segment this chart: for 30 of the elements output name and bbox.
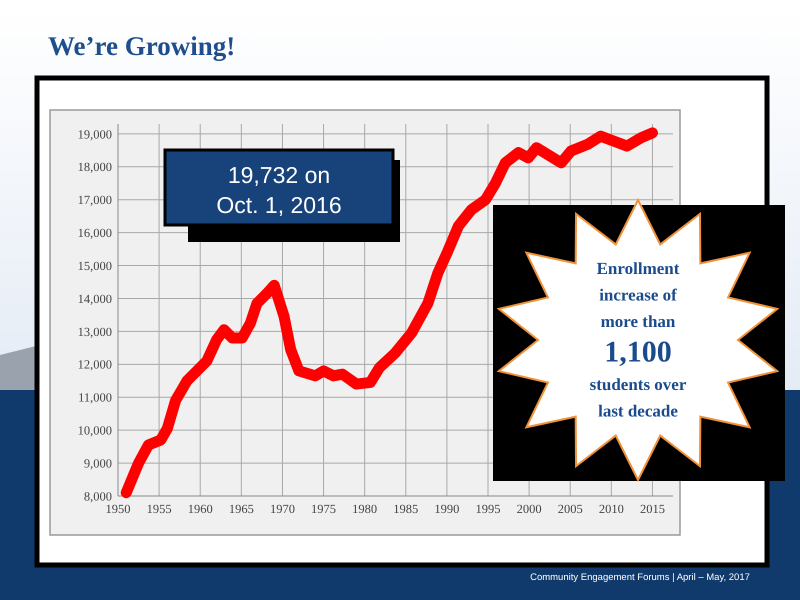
annotation: 19,732 on Oct. 1, 2016 — [216, 162, 342, 218]
x-tick-label: 1990 — [434, 502, 460, 516]
y-tick-label: 17,000 — [78, 193, 112, 208]
x-tick-label: 1980 — [352, 502, 378, 516]
x-tick-label: 1955 — [146, 502, 172, 516]
y-tick-label: 19,000 — [78, 127, 112, 142]
y-tick-label: 13,000 — [78, 324, 112, 339]
x-tick-label: 2015 — [640, 502, 665, 516]
x-tick-label: 1960 — [188, 502, 213, 516]
y-tick-label: 18,000 — [78, 160, 112, 174]
x-tick-label: 2000 — [516, 502, 542, 516]
x-tick-label: 1950 — [106, 502, 130, 516]
text: Community Engagement Forums | April – May, 2017 — [530, 572, 750, 583]
y-tick-label: 14,000 — [78, 292, 112, 306]
x-tick-label: 2010 — [598, 502, 624, 516]
y-tick-label: 15,000 — [78, 258, 112, 273]
y-tick-label: 11,000 — [78, 390, 112, 405]
x-tick-label: 1985 — [393, 502, 418, 516]
y-tick-label: 16,000 — [78, 226, 112, 240]
x-tick-label: 1970 — [270, 502, 295, 516]
annotation: Enrollment increase of more than 1,100 students over last decade — [590, 259, 687, 420]
y-tick-label: 8,000 — [84, 489, 112, 504]
x-tick-label: 2005 — [558, 502, 583, 516]
x-tick-label: 1965 — [228, 502, 254, 516]
x-tick-label: 1975 — [311, 502, 336, 516]
y-tick-label: 10,000 — [78, 424, 112, 438]
x-tick-label: 1995 — [476, 502, 500, 516]
y-tick-label: 9,000 — [84, 456, 112, 470]
y-tick-label: 12,000 — [78, 358, 112, 372]
chart-title: We’re Growing! — [48, 31, 236, 61]
